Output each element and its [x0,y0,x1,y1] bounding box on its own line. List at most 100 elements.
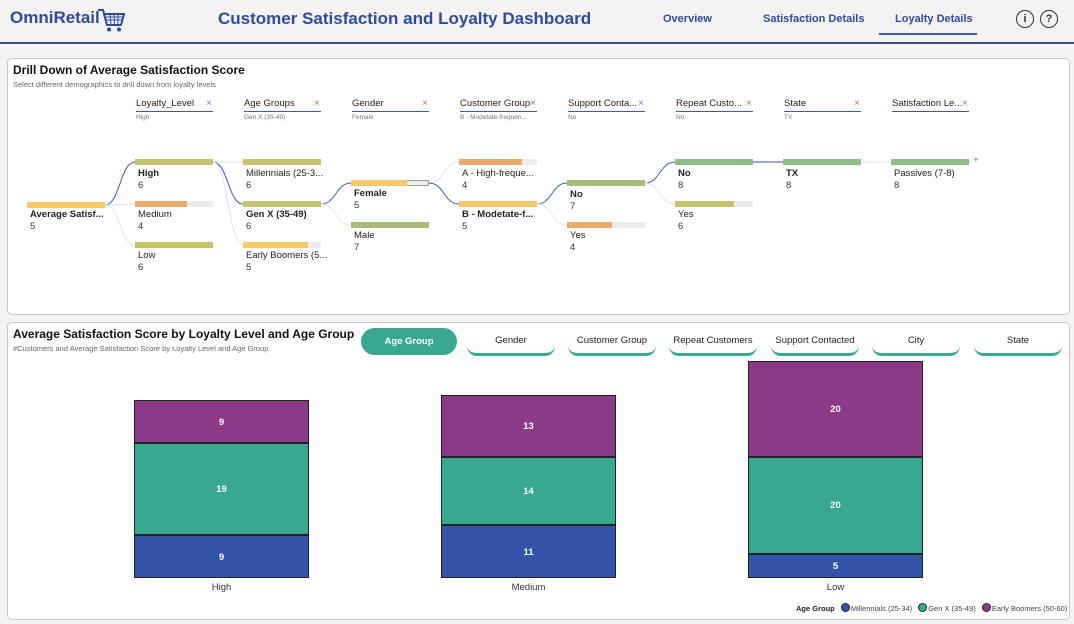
chip-gender[interactable]: Gender [467,333,555,356]
bar-segment[interactable]: 20 [748,361,923,458]
node-bar[interactable] [459,159,522,165]
tree-node-value: 7 [354,242,360,253]
chart-subtitle: #Customers and Average Satisfaction Scor… [13,344,269,353]
chip-state[interactable]: State [974,333,1062,356]
tree-node-value: 5 [462,221,468,232]
node-bar[interactable] [135,242,213,248]
node-bar[interactable] [567,180,645,186]
tree-node-value: 8 [786,180,792,191]
nav-overview[interactable]: Overview [663,13,712,25]
tree-node-label[interactable]: Female [354,188,387,199]
chart-title: Average Satisfaction Score by Loyalty Le… [13,327,355,341]
nav-loyalty-details[interactable]: Loyalty Details [895,13,973,25]
remove-level-icon[interactable]: × [638,98,644,109]
remove-level-icon[interactable]: × [530,98,536,109]
level-state-label[interactable]: State [784,98,807,109]
node-bar[interactable] [675,159,753,165]
tree-node-value: 7 [570,201,576,212]
x-tick-label: Medium [511,582,546,593]
info-icon[interactable]: i [1016,10,1034,28]
bar-segment[interactable]: 9 [134,534,309,578]
shopping-cart-icon [98,9,126,32]
node-bar[interactable] [891,159,969,165]
logo: OmniRetail [10,8,100,27]
level-support-label[interactable]: Support Conta... [568,98,638,109]
drill-down-title: Drill Down of Average Satisfaction Score [13,63,245,77]
bar-segment[interactable]: 13 [441,394,616,458]
expand-plus-icon[interactable]: + [973,155,979,166]
tree-node-label[interactable]: Passives (7-8) [894,168,955,179]
bar-data-label: 20 [830,404,841,415]
remove-level-icon[interactable]: × [422,98,428,109]
node-bar[interactable] [135,201,187,207]
nav-satisfaction-details[interactable]: Satisfaction Details [763,13,865,25]
chip-customer-group[interactable]: Customer Group [568,333,656,356]
tree-node-value: 8 [678,180,684,191]
tree-node-label[interactable]: B - Modetate-f... [462,209,534,220]
remove-level-icon[interactable]: × [206,98,212,109]
level-repeat-label[interactable]: Repeat Custo... [676,98,743,109]
chip-support-contacted[interactable]: Support Contacted [771,333,859,356]
help-icon[interactable]: ? [1040,10,1058,28]
chip-city[interactable]: City [872,333,960,356]
active-nav-indicator [879,33,977,35]
tree-node-label[interactable]: Gen X (35-49) [246,209,307,220]
tree-node-label[interactable]: TX [786,168,799,179]
remove-level-icon[interactable]: × [314,98,320,109]
node-bar[interactable] [783,159,861,165]
level-age-label[interactable]: Age Groups [244,98,295,109]
node-bar[interactable] [459,201,537,207]
level-selected-value: High [136,114,150,121]
bar-segment[interactable]: 19 [134,442,309,535]
chip-age-group[interactable]: Age Group [361,328,457,355]
bar-data-label: 9 [218,551,225,563]
x-tick-label: High [211,582,232,593]
drill-down-subtitle: Select different demographics to drill d… [13,80,216,89]
tree-node-value: 6 [138,180,144,191]
tree-node-label[interactable]: Average Satisf... [30,209,104,220]
node-bar[interactable] [243,201,321,207]
bar-segment[interactable]: 9 [134,399,309,443]
node-bar[interactable] [351,180,407,186]
node-bar[interactable] [675,201,734,207]
node-bar[interactable] [351,222,429,228]
tree-node-label[interactable]: No [570,189,583,200]
tree-node-label[interactable]: No [678,168,691,179]
level-selected-value: Female [352,114,374,121]
node-bar[interactable] [243,242,308,248]
bar-segment[interactable]: 11 [441,524,616,578]
tree-node-value: 5 [30,221,36,232]
tree-node-value: 6 [678,221,684,232]
bar-segment[interactable]: 14 [441,457,616,525]
level-selected-value: TX [784,114,793,121]
tree-node-label[interactable]: A - High-freque... [462,168,534,179]
tree-node-label[interactable]: Yes [678,209,694,220]
tree-node-label[interactable]: Medium [138,209,172,220]
legend-entry[interactable]: Gen X (35-49) [928,604,976,613]
tree-node-label[interactable]: Yes [570,230,586,241]
node-bar[interactable] [135,159,213,165]
tree-node-value: 5 [354,200,360,211]
level-loyalty-label[interactable]: Loyalty_Level [136,98,195,109]
tree-node-label[interactable]: High [138,168,160,179]
level-customer-group-label[interactable]: Customer Group [460,98,531,109]
tree-node-label[interactable]: Millennials (25-3... [246,168,324,179]
legend-entry[interactable]: Millennials (25-34) [850,604,913,613]
header: OmniRetail Customer Satisfaction and Loy… [0,0,1074,44]
tree-node-label[interactable]: Male [354,230,375,241]
chip-repeat-customers[interactable]: Repeat Customers [669,333,757,356]
remove-level-icon[interactable]: × [854,98,860,109]
level-gender-label[interactable]: Gender [352,98,384,109]
remove-level-icon[interactable]: × [746,98,752,109]
bar-segment[interactable]: 20 [748,457,923,554]
tree-node-label[interactable]: Low [138,250,156,261]
x-tick-label: Low [826,582,845,593]
legend-entry[interactable]: Early Boomers (50-60) [991,604,1068,613]
node-bar[interactable] [567,222,612,228]
node-bar[interactable] [27,202,105,208]
level-satisfaction-label[interactable]: Satisfaction Le... [892,98,963,109]
bar-segment[interactable]: 5 [748,553,923,578]
node-bar[interactable] [243,159,321,165]
tree-node-label[interactable]: Early Boomers (5... [246,250,328,261]
remove-level-icon[interactable]: × [962,98,968,109]
